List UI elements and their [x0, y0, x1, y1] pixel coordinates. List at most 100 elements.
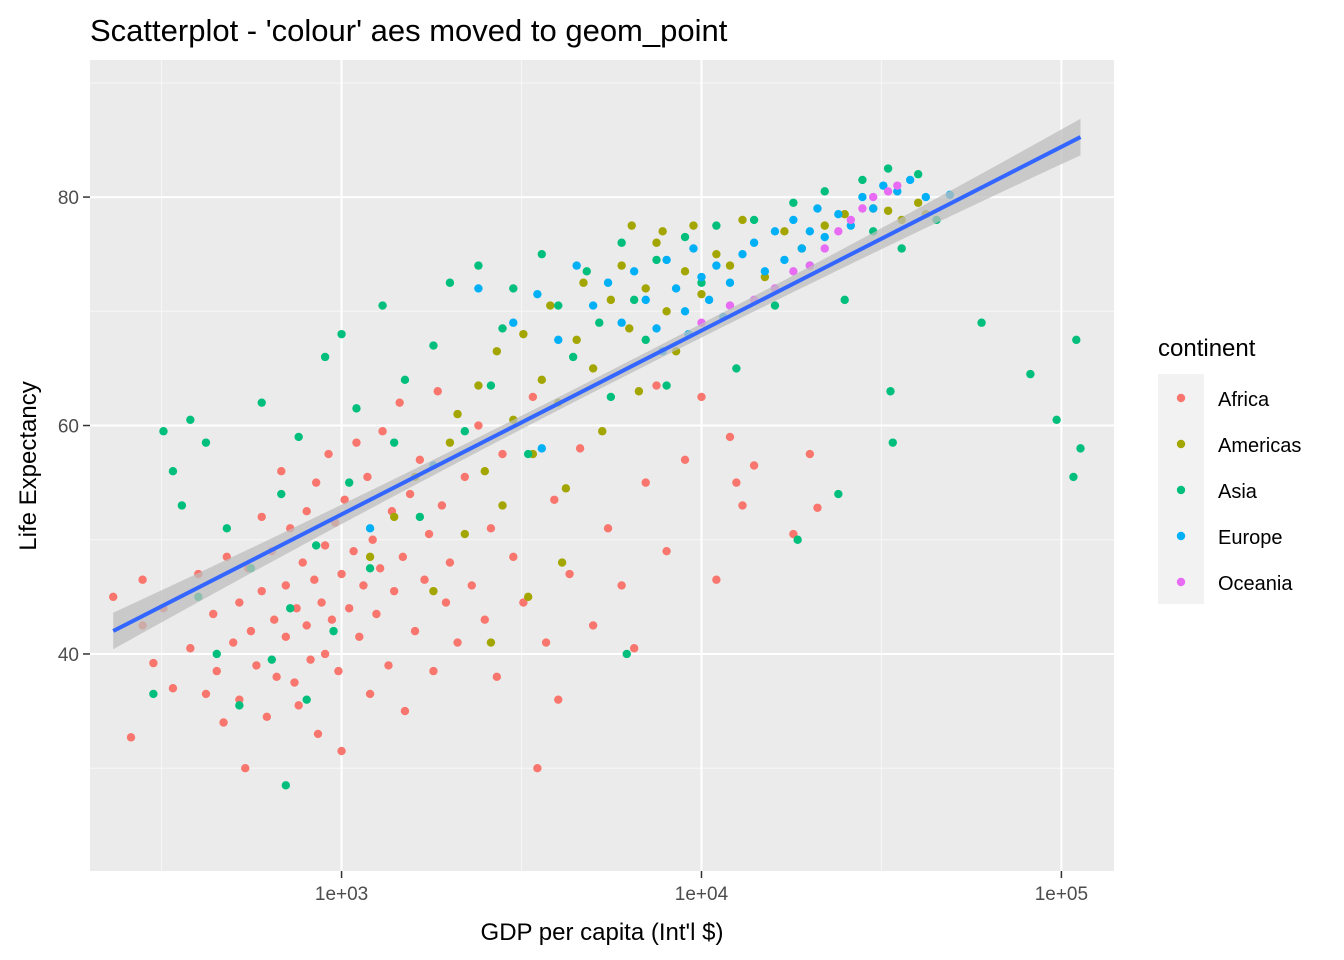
data-point	[486, 381, 496, 390]
data-point	[257, 586, 266, 596]
data-point	[893, 181, 902, 190]
data-point	[378, 427, 387, 436]
data-point	[498, 449, 507, 459]
data-point	[572, 261, 581, 270]
data-point	[813, 503, 822, 512]
data-point	[789, 267, 798, 276]
y-axis-title: Life Expectancy	[15, 381, 42, 550]
data-point	[302, 506, 311, 516]
data-point	[337, 569, 346, 579]
x-axis-title: GDP per capita (Int'l $)	[481, 919, 724, 946]
data-point	[277, 467, 286, 476]
data-point	[480, 615, 489, 624]
data-point	[749, 461, 759, 470]
data-point	[294, 432, 303, 442]
data-point	[306, 655, 315, 664]
legend-key-africa	[1176, 393, 1186, 403]
data-point	[869, 192, 878, 202]
data-point	[410, 626, 420, 636]
data-point	[662, 381, 671, 390]
data-point	[789, 198, 798, 207]
data-point	[313, 729, 323, 739]
data-point	[888, 438, 897, 447]
data-point	[212, 649, 221, 659]
data-point	[509, 318, 518, 327]
data-point	[712, 261, 721, 270]
data-point	[1026, 369, 1035, 379]
data-point	[186, 415, 195, 425]
data-point	[732, 364, 741, 373]
data-point	[697, 392, 706, 402]
data-point	[622, 649, 631, 659]
data-point	[498, 324, 507, 333]
data-point	[334, 666, 343, 676]
data-point	[235, 701, 244, 710]
data-point	[389, 586, 399, 596]
data-point	[235, 598, 244, 607]
data-point	[363, 472, 372, 482]
data-point	[453, 409, 462, 419]
data-point	[400, 375, 410, 385]
data-point	[641, 284, 650, 293]
data-point	[738, 249, 747, 259]
data-point	[858, 175, 867, 185]
data-point	[606, 392, 616, 402]
data-point	[389, 438, 399, 447]
data-point	[445, 278, 455, 287]
legend-key-americas	[1176, 439, 1186, 449]
data-point	[641, 295, 650, 305]
data-point	[680, 232, 690, 242]
data-point	[662, 546, 671, 556]
data-point	[209, 609, 218, 619]
data-point	[595, 318, 604, 327]
data-point	[689, 221, 698, 230]
data-point	[270, 615, 279, 624]
data-point	[557, 558, 567, 567]
data-point	[329, 626, 338, 636]
data-point	[368, 535, 377, 544]
data-point	[793, 535, 802, 544]
data-point	[460, 529, 470, 539]
data-point	[492, 347, 502, 356]
data-point	[879, 181, 888, 190]
legend-label-americas: Americas	[1218, 435, 1301, 457]
data-point	[486, 638, 496, 647]
minor-gridlines	[90, 60, 1114, 871]
data-point	[400, 706, 410, 716]
data-point	[320, 649, 330, 659]
data-point	[480, 467, 489, 476]
data-point	[603, 278, 613, 287]
regression-line	[112, 118, 1082, 650]
data-point	[257, 398, 266, 407]
data-point	[554, 335, 563, 345]
data-point	[565, 569, 574, 579]
data-point	[627, 221, 636, 230]
data-point	[738, 501, 747, 510]
data-point	[429, 666, 438, 676]
data-point	[550, 495, 559, 504]
data-point	[257, 512, 266, 522]
data-point	[634, 387, 644, 396]
data-point	[797, 244, 807, 253]
data-point	[588, 301, 598, 310]
data-point	[437, 501, 447, 510]
series-americas	[365, 198, 931, 647]
data-point	[697, 289, 706, 299]
data-point	[834, 210, 843, 219]
data-point	[1052, 415, 1061, 425]
data-point	[652, 324, 661, 333]
data-point	[588, 621, 598, 630]
data-point	[168, 684, 178, 693]
data-point	[820, 244, 829, 253]
data-point	[617, 238, 626, 247]
data-point	[320, 541, 330, 550]
data-point	[528, 392, 538, 402]
data-point	[913, 198, 923, 207]
data-point	[738, 215, 747, 225]
legend-label-oceania: Oceania	[1218, 573, 1293, 595]
data-point	[149, 689, 158, 699]
data-point	[337, 329, 346, 339]
data-point	[519, 329, 528, 339]
data-point	[834, 227, 843, 236]
data-point	[201, 689, 211, 699]
